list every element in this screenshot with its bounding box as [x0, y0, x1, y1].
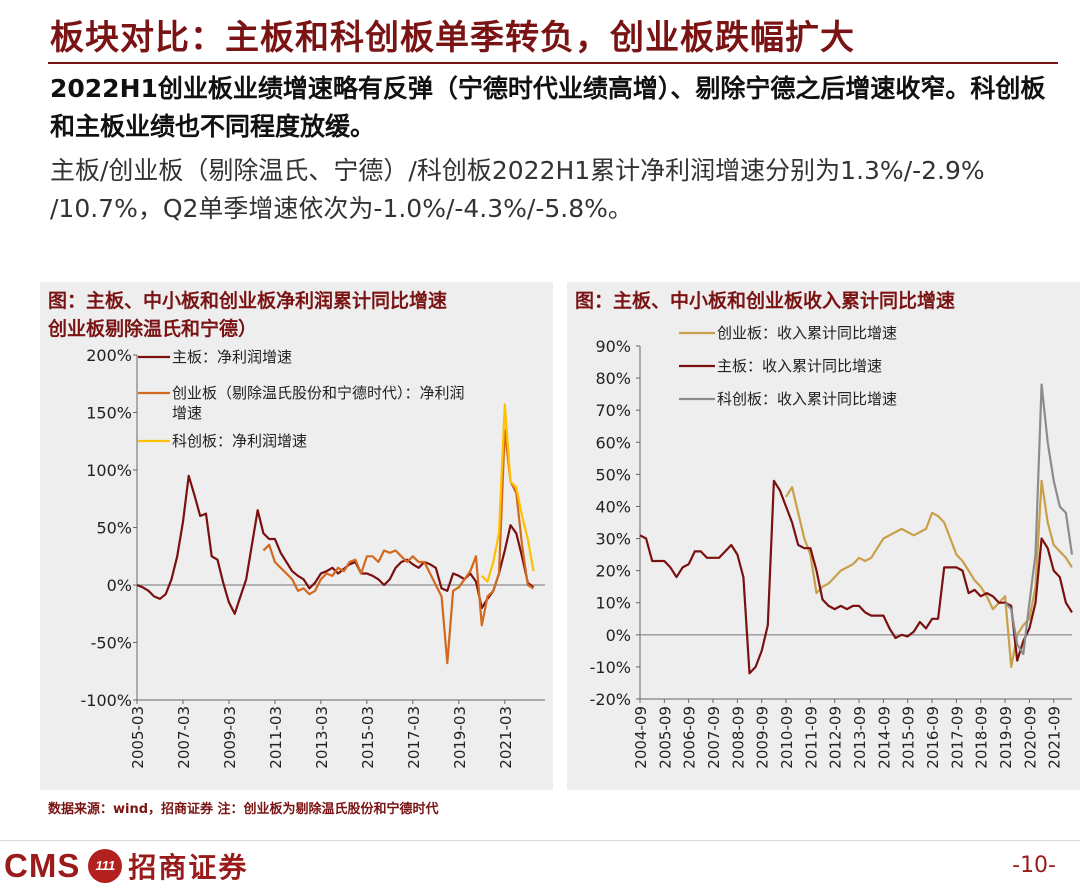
- chart2-series-line-2: [639, 479, 1073, 675]
- chart1-svg: -100% -50% 0% 50% 100% 150% 200% 2005-03 2007-03…: [80, 346, 545, 769]
- chart2-xtick-label: 2007-09: [705, 706, 723, 769]
- chart2-xtick-label: 2010-09: [778, 706, 796, 769]
- detail-paragraph: 主板/创业板（剔除温氏、宁德）/科创板2022H1累计净利润增速分别为1.3%/…: [50, 156, 985, 223]
- chart2-xtick-label: 2008-09: [729, 706, 747, 769]
- chart2-ytick-label: 30%: [595, 530, 631, 549]
- chart2-series-line-3: [1004, 383, 1074, 656]
- chart-panel-net-profit: 图：主板、中小板和创业板净利润累计同比增速 创业板剔除温氏和宁德） -100% -…: [40, 282, 553, 790]
- chart2-xtick-label: 2014-09: [875, 706, 893, 769]
- chart1-xtick-label: 2015-03: [359, 706, 377, 769]
- chart1-series-line-2: [262, 428, 535, 665]
- chart2-xtick-label: 2011-09: [802, 706, 820, 769]
- chart2-ytick-label: 80%: [595, 369, 631, 388]
- chart2-ytick-label: 60%: [595, 433, 631, 452]
- chart2-xtick-label: 2013-09: [851, 706, 869, 769]
- chart2-xtick-label: 2004-09: [632, 706, 650, 769]
- chart2-ytick-label: -20%: [590, 690, 631, 709]
- chart1-ytick-label: -50%: [91, 634, 132, 653]
- logo-badge-text: 111: [95, 858, 116, 873]
- chart2-xtick-label: 2019-09: [997, 706, 1015, 769]
- chart2-legend-label-3: 科创板：收入累计同比增速: [717, 390, 897, 408]
- chart2-xtick-label: 2017-09: [948, 706, 966, 769]
- chart1-xtick-label: 2005-03: [129, 706, 147, 769]
- chart2-ytick-label: 0%: [606, 626, 631, 645]
- source-footnote: 数据来源：wind，招商证券 注：创业板为剔除温氏股份和宁德时代: [48, 802, 439, 817]
- chart1-series-line-1: [136, 474, 535, 615]
- chart1-ytick-label: 150%: [86, 404, 132, 423]
- chart1-ytick-label: -100%: [80, 691, 132, 710]
- chart2-xtick-label: 2015-09: [900, 706, 918, 769]
- chart1-ytick-label: 200%: [86, 346, 132, 365]
- cms-logo: CMS 111 招商证券: [4, 843, 248, 888]
- chart1-legend-label-3: 科创板：净利润增速: [172, 432, 307, 450]
- chart1-xtick-label: 2009-03: [221, 706, 239, 769]
- chart1-legend-label-line: 创业板（剔除温氏股份和宁德时代）：净利润: [172, 384, 465, 402]
- chart2-xtick-label: 2006-09: [681, 706, 699, 769]
- chart2-ytick-label: 50%: [595, 465, 631, 484]
- chart2-series-line-1: [785, 479, 1073, 668]
- chart1-xtick-label: 2017-03: [405, 706, 423, 769]
- chart2-ytick-label: 70%: [595, 401, 631, 420]
- chart2-legend-label-1: 创业板：收入累计同比增速: [717, 324, 897, 342]
- chart1-legend-label-1: 主板：净利润增速: [172, 348, 292, 366]
- chart2-ytick-label: 20%: [595, 562, 631, 581]
- chart1-xtick-label: 2019-03: [451, 706, 469, 769]
- chart2-title: 图：主板、中小板和创业板收入累计同比增速: [575, 290, 956, 312]
- logo-badge-icon: 111: [88, 848, 123, 883]
- lead-summary: 2022H1创业板业绩增速略有反弹（宁德时代业绩高增）、剔除宁德之后增速收窄。科…: [50, 74, 1046, 141]
- chart-panel-revenue: 图：主板、中小板和创业板收入累计同比增速 -20% -10% 0% 10% 20% 30%…: [567, 282, 1080, 790]
- chart1-title-line2: 创业板剔除温氏和宁德）: [48, 318, 258, 340]
- title-divider: [48, 62, 1058, 64]
- chart1-ytick-label: 100%: [86, 461, 132, 480]
- chart2-xtick-label: 2018-09: [973, 706, 991, 769]
- footer-divider: [0, 840, 1080, 841]
- chart2-xtick-label: 2005-09: [656, 706, 674, 769]
- chart1-series-line-3: [481, 403, 535, 583]
- logo-company-name: 招商证券: [128, 850, 249, 884]
- chart2-xtick-label: 2020-09: [1021, 706, 1039, 769]
- chart2-ytick-label: 10%: [595, 594, 631, 613]
- chart1-xtick-label: 2021-03: [497, 706, 515, 769]
- page-title: 板块对比：主板和科创板单季转负，创业板跌幅扩大: [50, 18, 855, 58]
- page-number: -10-: [1012, 853, 1056, 878]
- chart1-xtick-label: 2013-03: [313, 706, 331, 769]
- chart1-legend-label-2: 创业板（剔除温氏股份和宁德时代）：净利润增速: [172, 384, 465, 422]
- chart2-legend-label-2: 主板：收入累计同比增速: [717, 357, 882, 375]
- chart2-ytick-label: 90%: [595, 337, 631, 356]
- chart2-svg: -20% -10% 0% 10% 20% 30% 40% 50% 60% 70% 80% 90% 200…: [590, 324, 1074, 769]
- chart2-ytick-label: -10%: [590, 658, 631, 677]
- chart1-ytick-label: 0%: [107, 576, 132, 595]
- chart2-xtick-label: 2021-09: [1046, 706, 1064, 769]
- chart1-title: 图：主板、中小板和创业板净利润累计同比增速: [48, 290, 448, 312]
- chart2-xtick-label: 2009-09: [754, 706, 772, 769]
- chart1-ytick-label: 50%: [96, 519, 132, 538]
- chart1-xtick-label: 2007-03: [175, 706, 193, 769]
- chart1-xtick-label: 2011-03: [267, 706, 285, 769]
- chart2-xtick-label: 2016-09: [924, 706, 942, 769]
- logo-text: CMS: [4, 846, 81, 884]
- chart2-xtick-label: 2012-09: [827, 706, 845, 769]
- chart1-legend-label-line: 增速: [172, 404, 202, 422]
- chart2-ytick-label: 40%: [595, 497, 631, 516]
